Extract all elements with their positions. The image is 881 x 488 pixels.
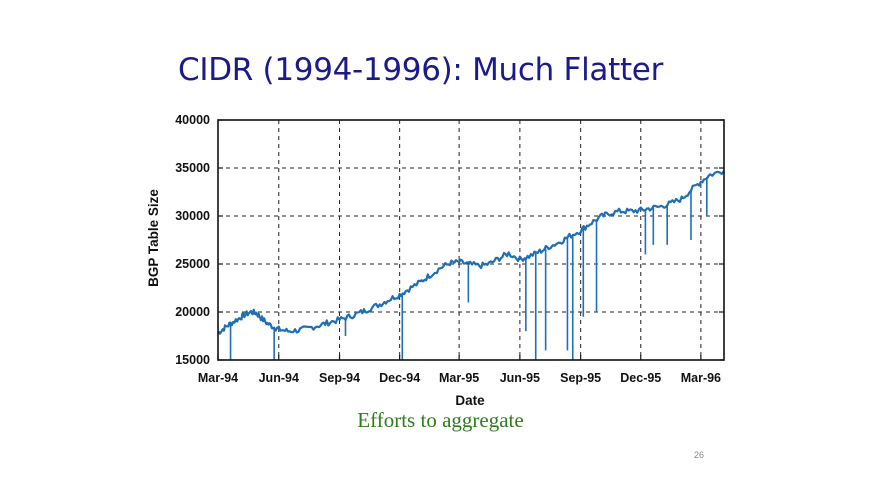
x-tick-label: Mar-94	[198, 371, 238, 385]
y-tick-label: 40000	[175, 113, 210, 127]
y-tick-label: 20000	[175, 305, 210, 319]
slide-number: 26	[694, 450, 705, 460]
slide-caption: Efforts to aggregate	[357, 408, 524, 432]
series-line	[217, 170, 725, 335]
x-tick-label: Jun-94	[259, 371, 299, 385]
x-tick-label: Mar-96	[681, 371, 721, 385]
x-tick-label: Dec-95	[620, 371, 661, 385]
x-tick-label: Mar-95	[439, 371, 479, 385]
x-tick-label: Dec-94	[379, 371, 420, 385]
x-tick-label: Sep-95	[560, 371, 601, 385]
y-tick-label: 35000	[175, 161, 210, 175]
slide-title: CIDR (1994-1996): Much Flatter	[178, 52, 664, 88]
bgp-table-size-chart: BGP Table Size Date 15000 20000 25000 30000…	[146, 113, 725, 408]
y-tick-label: 30000	[175, 209, 210, 223]
y-tick-label: 15000	[175, 353, 210, 367]
y-axis-label: BGP Table Size	[146, 189, 161, 287]
y-tick-label: 25000	[175, 257, 210, 271]
x-axis-label: Date	[455, 393, 485, 408]
x-tick-label: Sep-94	[319, 371, 360, 385]
x-tick-label: Jun-95	[500, 371, 540, 385]
plot-frame	[217, 119, 725, 361]
